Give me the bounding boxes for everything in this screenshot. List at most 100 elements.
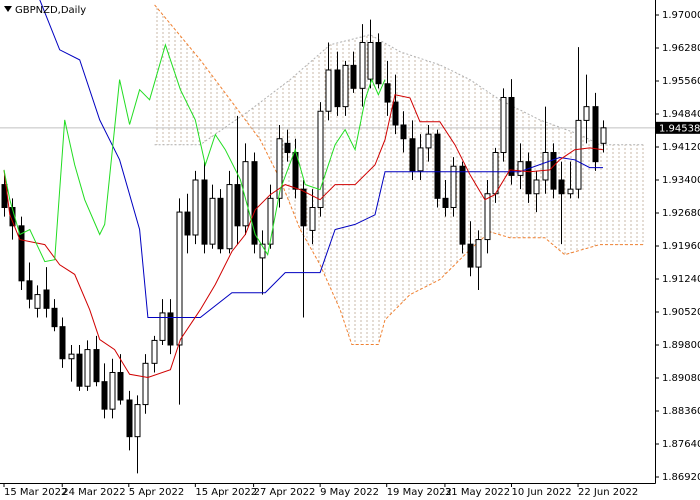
candle-body: [409, 138, 416, 172]
y-tick-label: 1.91240: [662, 274, 700, 285]
candle-body: [475, 239, 482, 268]
indicator-line: [3, 94, 604, 379]
candle-body: [84, 349, 91, 387]
candle-body: [425, 133, 432, 149]
candle-body: [575, 119, 582, 190]
symbol-icon: [4, 6, 12, 12]
candle-body: [101, 381, 108, 410]
candle-body: [51, 307, 58, 328]
candle-body: [508, 96, 515, 176]
candle-body: [117, 371, 124, 401]
candle-body: [325, 69, 332, 112]
candle-body: [192, 179, 199, 236]
candle-body: [267, 197, 274, 245]
candle-body: [167, 312, 174, 346]
x-tick-label: 27 Apr 2022: [254, 487, 316, 498]
y-tick-label: 1.92680: [662, 208, 700, 219]
y-tick-label: 1.89800: [662, 340, 700, 351]
candle-body: [550, 151, 557, 190]
candle-body: [583, 106, 590, 121]
candle-body: [533, 179, 540, 195]
x-tick-label: 24 Mar 2022: [62, 487, 125, 498]
y-tick-label: 1.95560: [662, 76, 700, 87]
candle-body: [217, 197, 224, 250]
x-tick-label: 22 Jun 2022: [578, 487, 638, 498]
candle-body: [34, 294, 41, 309]
candle-body: [317, 110, 324, 208]
candle-body: [592, 106, 599, 163]
x-tick-label: 15 Mar 2022: [4, 487, 67, 498]
candle-body: [176, 211, 183, 346]
candle-body: [484, 193, 491, 241]
y-tick-label: 1.88360: [662, 406, 700, 417]
y-tick-label: 1.91960: [662, 241, 700, 252]
candle-body: [43, 289, 50, 309]
candle-body: [59, 326, 66, 360]
candle-body: [517, 161, 524, 176]
candle-body: [251, 161, 258, 245]
y-tick-label: 1.94120: [662, 142, 700, 153]
x-tick-label: 19 May 2022: [387, 487, 452, 498]
cloud-span: [154, 34, 645, 146]
candle-body: [434, 133, 441, 199]
candle-body: [234, 184, 241, 227]
candle-body: [359, 41, 366, 89]
y-tick-label: 1.89080: [662, 373, 700, 384]
cloud-span: [154, 4, 645, 345]
candle-body: [367, 41, 374, 80]
y-tick-label: 1.86920: [662, 472, 700, 483]
indicator-line: [3, 43, 386, 263]
candle-body: [126, 399, 133, 438]
candle-body: [242, 161, 249, 227]
candle-body: [334, 69, 341, 108]
candle-body: [384, 83, 391, 103]
candle-body: [201, 179, 208, 245]
candle-body: [450, 165, 457, 208]
candle-body: [18, 225, 25, 282]
candle-body: [400, 124, 407, 140]
y-tick-label: 1.90520: [662, 307, 700, 318]
candle-body: [184, 211, 191, 236]
candle-body: [525, 161, 532, 195]
x-tick-label: 31 May 2022: [445, 487, 510, 498]
candle-body: [459, 165, 466, 245]
y-tick-label: 1.87640: [662, 439, 700, 450]
plot-area: [0, 0, 655, 474]
candle-body: [284, 142, 291, 153]
candle-body: [342, 64, 349, 108]
candle-body: [300, 188, 307, 227]
last-price-label: 1.94538: [659, 123, 700, 134]
candle-body: [68, 353, 75, 360]
candle-body: [375, 41, 382, 85]
indicator-line: [39, 0, 603, 318]
y-tick-label: 1.96280: [662, 43, 700, 54]
candle-body: [417, 147, 424, 172]
x-tick-label: 9 May 2022: [320, 487, 379, 498]
candle-body: [93, 349, 100, 383]
candle-body: [500, 96, 507, 153]
y-tick-label: 1.97000: [662, 10, 700, 21]
candle-body: [442, 197, 449, 208]
candle-body: [276, 138, 283, 199]
candle-body: [542, 151, 549, 181]
y-tick-label: 1.94840: [662, 109, 700, 120]
x-tick-label: 10 Jun 2022: [511, 487, 571, 498]
candle-body: [26, 280, 33, 300]
candle-body: [151, 339, 158, 364]
candle-body: [76, 353, 83, 387]
x-tick-label: 5 Apr 2022: [129, 487, 184, 498]
candle-body: [558, 179, 565, 195]
candle-body: [492, 151, 499, 195]
candle-body: [567, 188, 574, 195]
candle-body: [226, 184, 233, 250]
candle-body: [392, 101, 399, 126]
candle-body: [350, 64, 357, 89]
candle-body: [134, 404, 141, 438]
chart-title: GBPNZD,Daily: [15, 5, 86, 16]
candle-body: [600, 127, 607, 144]
candle-body: [159, 312, 166, 341]
last-price-box: [656, 121, 700, 134]
candle-body: [209, 197, 216, 245]
candle-body: [142, 362, 149, 406]
